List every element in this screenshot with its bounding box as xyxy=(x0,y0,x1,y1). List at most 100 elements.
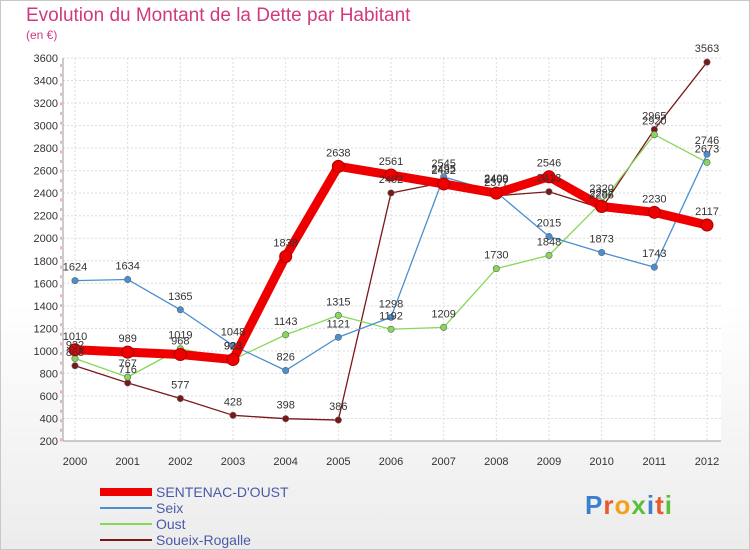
data-point xyxy=(68,343,82,357)
data-point xyxy=(124,275,132,283)
data-label: 1624 xyxy=(63,262,87,274)
data-point xyxy=(279,249,293,263)
y-tick-label: 3600 xyxy=(34,53,58,65)
data-point xyxy=(282,415,290,423)
legend-label: Seix xyxy=(156,500,184,516)
data-label: 868 xyxy=(66,347,84,359)
data-label: 1192 xyxy=(379,310,403,322)
data-label: 1010 xyxy=(63,331,87,343)
y-tick-label: 3200 xyxy=(34,98,58,110)
data-label: 968 xyxy=(171,335,189,347)
data-point xyxy=(700,218,714,232)
data-point xyxy=(647,205,661,219)
data-point xyxy=(282,366,290,374)
data-label: 1848 xyxy=(537,236,561,248)
data-point xyxy=(703,58,711,66)
data-label: 923 xyxy=(224,341,242,353)
data-point xyxy=(545,188,553,196)
legend-item: Seix xyxy=(100,500,289,516)
y-tick-label: 2600 xyxy=(34,166,58,178)
y-tick-label: 1800 xyxy=(34,256,58,268)
data-label: 2320 xyxy=(589,183,613,195)
proxiti-logo: Proxiti xyxy=(585,490,673,520)
data-label: 1838 xyxy=(273,237,297,249)
y-tick-label: 2000 xyxy=(34,233,58,245)
data-point xyxy=(598,249,606,257)
y-tick-label: 2400 xyxy=(34,188,58,200)
data-point xyxy=(650,131,658,139)
data-point xyxy=(384,168,398,182)
data-label: 577 xyxy=(171,380,189,392)
y-tick-label: 3400 xyxy=(34,76,58,88)
data-label: 1209 xyxy=(431,308,455,320)
y-tick-label: 2200 xyxy=(34,211,58,223)
data-label: 2561 xyxy=(379,156,403,168)
data-point xyxy=(176,395,184,403)
y-tick-label: 1200 xyxy=(34,323,58,335)
data-label: 1019 xyxy=(168,330,192,342)
x-tick-label: 2002 xyxy=(168,456,192,468)
data-point xyxy=(492,265,500,273)
chart-legend: SENTENAC-D'OUST Seix Oust Soueix-Rogalle xyxy=(100,484,289,548)
data-label: 2282 xyxy=(589,187,613,199)
data-point xyxy=(71,362,79,370)
x-tick-label: 2009 xyxy=(537,456,561,468)
data-label: 2482 xyxy=(431,165,455,177)
data-label: 2495 xyxy=(431,163,455,175)
data-label: 1873 xyxy=(589,234,613,246)
x-tick-label: 2000 xyxy=(63,456,87,468)
data-point xyxy=(545,233,553,241)
data-label: 2920 xyxy=(642,116,666,128)
data-point xyxy=(489,186,503,200)
data-point xyxy=(334,416,342,424)
data-label: 2746 xyxy=(695,135,719,147)
x-tick-label: 2011 xyxy=(643,456,667,468)
x-tick-label: 2003 xyxy=(221,456,245,468)
data-point xyxy=(703,150,711,158)
data-label: 2400 xyxy=(484,174,508,186)
x-tick-label: 2010 xyxy=(589,456,613,468)
x-tick-label: 2007 xyxy=(431,456,455,468)
data-point xyxy=(650,263,658,271)
data-label: 2117 xyxy=(695,206,719,218)
chart-subtitle: (en €) xyxy=(26,28,58,42)
data-point xyxy=(226,353,240,367)
data-label: 1298 xyxy=(379,298,403,310)
data-label: 2409 xyxy=(484,173,508,185)
data-label: 2673 xyxy=(695,143,719,155)
data-label: 2015 xyxy=(537,218,561,230)
y-tick-label: 600 xyxy=(40,391,58,403)
y-tick-label: 3000 xyxy=(34,121,58,133)
data-point xyxy=(334,311,342,319)
data-point xyxy=(229,411,237,419)
data-point xyxy=(437,177,451,191)
data-point xyxy=(331,159,345,173)
y-tick-label: 1000 xyxy=(34,346,58,358)
legend-item: Soueix-Rogalle xyxy=(100,532,289,548)
legend-label: Soueix-Rogalle xyxy=(156,532,251,548)
data-point xyxy=(334,333,342,341)
x-tick-label: 2005 xyxy=(326,456,350,468)
data-point xyxy=(542,170,556,184)
legend-swatch xyxy=(100,523,152,525)
legend-label: SENTENAC-D'OUST xyxy=(156,484,289,500)
data-label: 2377 xyxy=(484,177,508,189)
data-point xyxy=(545,251,553,259)
data-label: 2965 xyxy=(642,111,666,123)
data-label: 767 xyxy=(118,358,136,370)
data-point xyxy=(173,347,187,361)
data-point xyxy=(124,379,132,387)
data-label: 1730 xyxy=(484,250,508,262)
y-tick-label: 800 xyxy=(40,368,58,380)
x-tick-label: 2008 xyxy=(484,456,508,468)
data-point xyxy=(387,189,395,197)
data-label: 386 xyxy=(329,401,347,413)
data-point xyxy=(71,277,79,285)
y-tick-label: 2800 xyxy=(34,143,58,155)
chart-title: Evolution du Montant de la Dette par Hab… xyxy=(26,5,411,26)
data-label: 2230 xyxy=(642,193,666,205)
data-label: 1143 xyxy=(274,316,298,328)
plot-area xyxy=(63,58,721,441)
data-point xyxy=(176,306,184,314)
